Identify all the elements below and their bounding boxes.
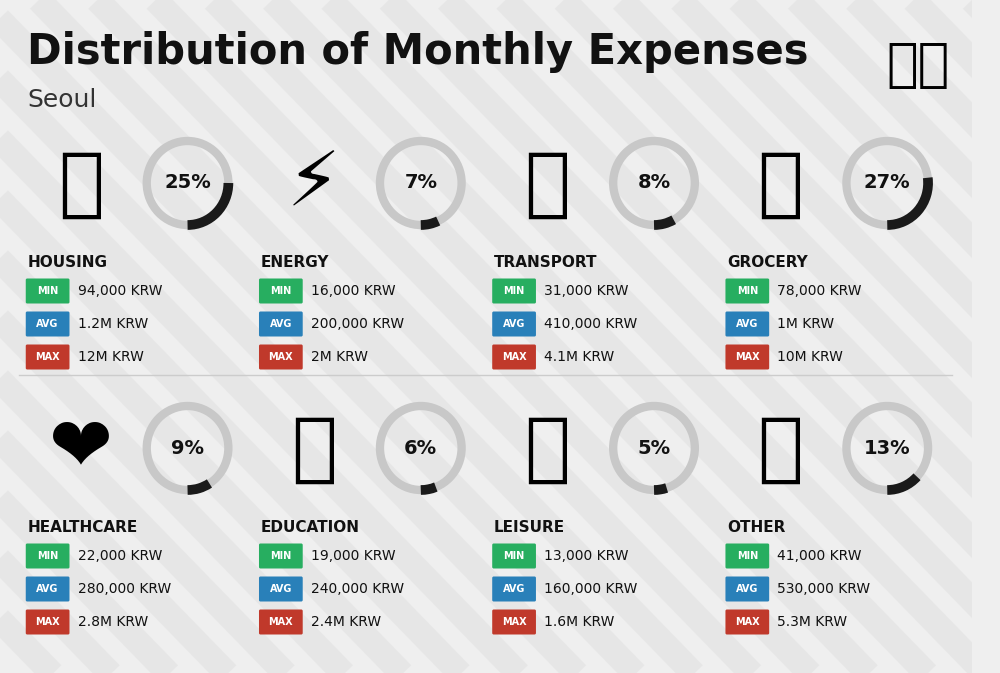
Text: 🏢: 🏢 (58, 148, 104, 222)
Text: AVG: AVG (36, 319, 59, 329)
FancyBboxPatch shape (725, 610, 769, 635)
Text: 2.8M KRW: 2.8M KRW (78, 615, 148, 629)
Text: 8%: 8% (637, 174, 671, 192)
Text: 👛: 👛 (757, 413, 803, 487)
FancyBboxPatch shape (259, 610, 303, 635)
Text: MAX: MAX (735, 352, 760, 362)
Text: 16,000 KRW: 16,000 KRW (311, 284, 396, 298)
Text: AVG: AVG (736, 319, 759, 329)
Text: 31,000 KRW: 31,000 KRW (544, 284, 629, 298)
Text: 5%: 5% (637, 439, 671, 458)
Text: 13%: 13% (864, 439, 911, 458)
Text: 5.3M KRW: 5.3M KRW (777, 615, 848, 629)
FancyBboxPatch shape (492, 279, 536, 304)
Text: 12M KRW: 12M KRW (78, 350, 144, 364)
Text: MIN: MIN (37, 286, 58, 296)
FancyBboxPatch shape (26, 544, 69, 569)
FancyBboxPatch shape (725, 279, 769, 304)
Text: 160,000 KRW: 160,000 KRW (544, 582, 638, 596)
Text: 6%: 6% (404, 439, 437, 458)
FancyBboxPatch shape (26, 577, 69, 602)
Text: 🛑: 🛑 (524, 413, 570, 487)
Text: LEISURE: LEISURE (494, 520, 565, 535)
Text: 10M KRW: 10M KRW (777, 350, 843, 364)
Text: AVG: AVG (503, 584, 525, 594)
Text: 2M KRW: 2M KRW (311, 350, 368, 364)
Text: MIN: MIN (737, 551, 758, 561)
Text: ❤: ❤ (49, 413, 113, 487)
FancyBboxPatch shape (492, 345, 536, 369)
Text: 🎓: 🎓 (291, 413, 337, 487)
Text: 1M KRW: 1M KRW (777, 317, 835, 331)
Text: AVG: AVG (503, 319, 525, 329)
Text: EDUCATION: EDUCATION (260, 520, 359, 535)
Text: AVG: AVG (270, 584, 292, 594)
FancyBboxPatch shape (259, 279, 303, 304)
FancyBboxPatch shape (492, 544, 536, 569)
Text: GROCERY: GROCERY (727, 255, 808, 270)
FancyBboxPatch shape (492, 577, 536, 602)
Text: 78,000 KRW: 78,000 KRW (777, 284, 862, 298)
Text: ENERGY: ENERGY (260, 255, 329, 270)
Text: OTHER: OTHER (727, 520, 785, 535)
Text: ⚡: ⚡ (287, 148, 341, 222)
Text: Distribution of Monthly Expenses: Distribution of Monthly Expenses (27, 31, 809, 73)
Text: MAX: MAX (735, 617, 760, 627)
FancyBboxPatch shape (725, 312, 769, 336)
FancyBboxPatch shape (26, 279, 69, 304)
FancyBboxPatch shape (259, 544, 303, 569)
Text: 22,000 KRW: 22,000 KRW (78, 549, 162, 563)
Text: 🚌: 🚌 (524, 148, 570, 222)
FancyBboxPatch shape (26, 345, 69, 369)
FancyBboxPatch shape (259, 312, 303, 336)
FancyBboxPatch shape (26, 610, 69, 635)
Text: Seoul: Seoul (27, 88, 97, 112)
Text: MIN: MIN (503, 286, 525, 296)
Text: 200,000 KRW: 200,000 KRW (311, 317, 404, 331)
Text: 🛒: 🛒 (757, 148, 803, 222)
Text: 27%: 27% (864, 174, 911, 192)
Text: MAX: MAX (502, 352, 526, 362)
Text: 530,000 KRW: 530,000 KRW (777, 582, 871, 596)
Text: MAX: MAX (269, 352, 293, 362)
FancyBboxPatch shape (259, 345, 303, 369)
Text: 2.4M KRW: 2.4M KRW (311, 615, 381, 629)
Text: MAX: MAX (269, 617, 293, 627)
Text: 240,000 KRW: 240,000 KRW (311, 582, 404, 596)
Text: HOUSING: HOUSING (27, 255, 107, 270)
FancyBboxPatch shape (725, 577, 769, 602)
Text: AVG: AVG (736, 584, 759, 594)
Text: MIN: MIN (37, 551, 58, 561)
Text: TRANSPORT: TRANSPORT (494, 255, 597, 270)
Text: MIN: MIN (737, 286, 758, 296)
Text: 9%: 9% (171, 439, 204, 458)
Text: MAX: MAX (35, 352, 60, 362)
Text: AVG: AVG (36, 584, 59, 594)
Text: 13,000 KRW: 13,000 KRW (544, 549, 629, 563)
FancyBboxPatch shape (492, 610, 536, 635)
Text: 1.6M KRW: 1.6M KRW (544, 615, 615, 629)
Text: MIN: MIN (270, 551, 291, 561)
Text: 4.1M KRW: 4.1M KRW (544, 350, 614, 364)
FancyBboxPatch shape (725, 544, 769, 569)
FancyBboxPatch shape (259, 577, 303, 602)
FancyBboxPatch shape (26, 312, 69, 336)
Text: 25%: 25% (164, 174, 211, 192)
Text: 7%: 7% (404, 174, 437, 192)
Text: MIN: MIN (503, 551, 525, 561)
FancyBboxPatch shape (492, 312, 536, 336)
Text: 410,000 KRW: 410,000 KRW (544, 317, 637, 331)
FancyBboxPatch shape (725, 345, 769, 369)
Text: 41,000 KRW: 41,000 KRW (777, 549, 862, 563)
Text: MAX: MAX (502, 617, 526, 627)
Text: 1.2M KRW: 1.2M KRW (78, 317, 148, 331)
Text: HEALTHCARE: HEALTHCARE (27, 520, 137, 535)
Text: 280,000 KRW: 280,000 KRW (78, 582, 171, 596)
Text: 94,000 KRW: 94,000 KRW (78, 284, 162, 298)
Text: 19,000 KRW: 19,000 KRW (311, 549, 396, 563)
Text: MIN: MIN (270, 286, 291, 296)
Text: 🇰🇷: 🇰🇷 (887, 39, 950, 91)
Text: AVG: AVG (270, 319, 292, 329)
Text: MAX: MAX (35, 617, 60, 627)
